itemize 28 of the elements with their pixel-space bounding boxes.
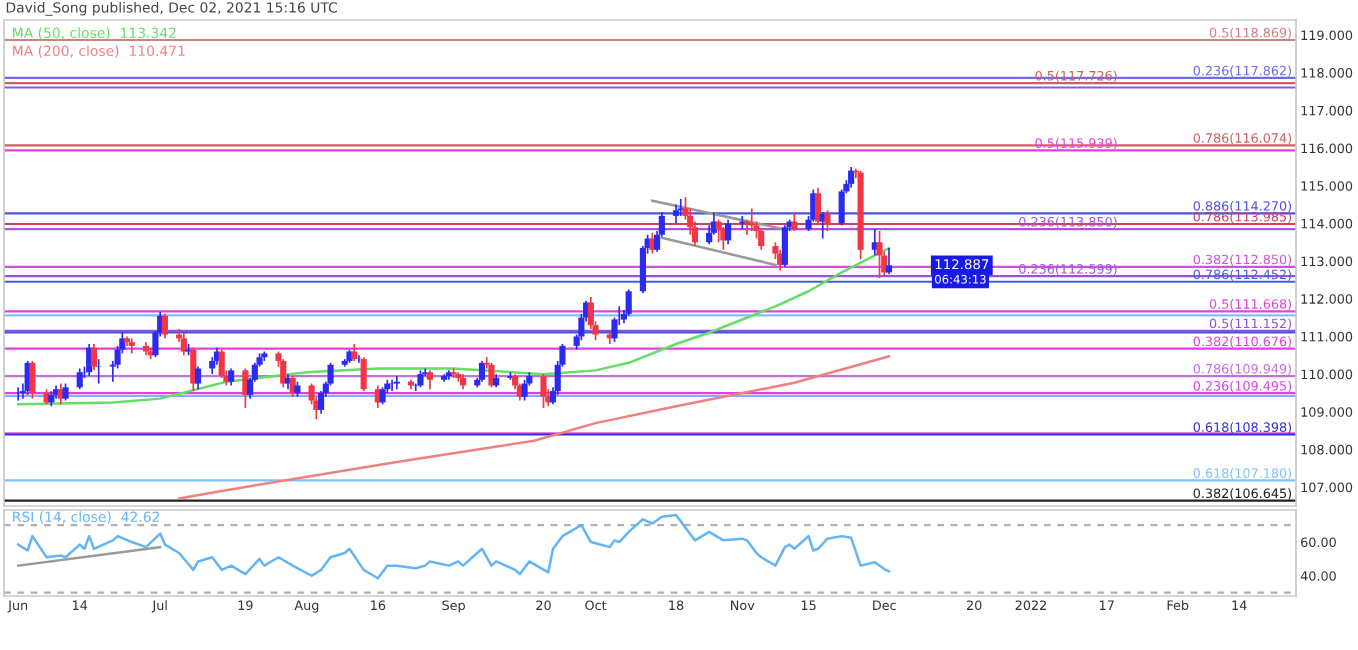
line-series: [16, 513, 891, 580]
candlestick: [76, 367, 83, 391]
candlestick: [540, 373, 547, 409]
candlestick: [318, 390, 325, 415]
candlestick: [29, 360, 36, 400]
candlestick: [824, 209, 831, 232]
line-series: [177, 355, 891, 500]
candlestick: [478, 360, 486, 383]
candlestick: [625, 288, 632, 317]
candlestick: [194, 365, 202, 391]
candlestick: [715, 218, 722, 244]
candlestick: [838, 188, 845, 227]
candlestick: [360, 356, 367, 392]
candlestick: [190, 346, 197, 392]
candlestick: [758, 228, 765, 251]
candlestick: [791, 211, 798, 232]
candlestick: [672, 203, 680, 225]
candlestick: [393, 375, 400, 391]
candlestick: [876, 230, 883, 279]
candlestick: [90, 343, 97, 372]
candlestick: [781, 224, 788, 268]
line-series: [16, 246, 891, 406]
candlestick: [389, 378, 396, 392]
candlestick: [748, 207, 755, 232]
candlestick: [725, 218, 732, 245]
candlestick: [95, 358, 102, 385]
candlestick: [180, 331, 187, 357]
candlestick: [488, 362, 495, 389]
